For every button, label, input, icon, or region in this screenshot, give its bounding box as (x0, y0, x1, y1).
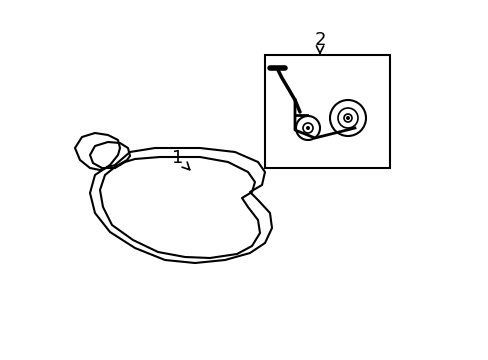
Text: 1: 1 (172, 149, 189, 170)
Text: 2: 2 (314, 31, 325, 55)
Circle shape (305, 126, 309, 130)
Bar (264, 55, 389, 168)
Circle shape (346, 116, 349, 120)
